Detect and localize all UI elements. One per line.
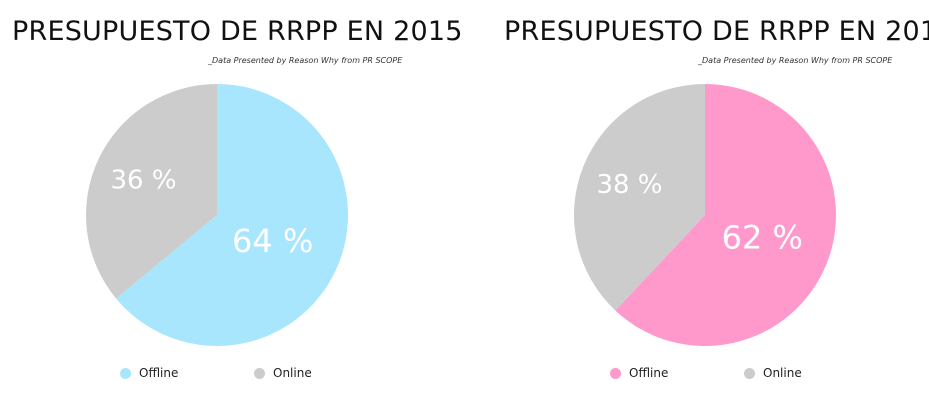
legend-label-online: Online <box>273 366 312 380</box>
chart-subtitle: _Data Presented by Reason Why from PR SC… <box>698 56 893 65</box>
slice-label-offline: 64 % <box>232 222 313 260</box>
chart-panel-2015: PRESUPUESTO DE RRPP EN 2015 _Data Presen… <box>0 0 464 404</box>
chart-panel-2017: PRESUPUESTO DE RRPP EN 2017 _Data Presen… <box>464 0 929 404</box>
pie-slice-offline[interactable] <box>116 84 348 346</box>
legend-swatch-online <box>254 367 265 379</box>
pie-chart-2017: 62 % 38 % <box>574 84 836 346</box>
legend-label-online: Online <box>763 366 802 380</box>
legend-swatch-online <box>744 367 755 379</box>
chart-title: PRESUPUESTO DE RRPP EN 2015 <box>12 16 463 47</box>
legend-swatch-offline <box>610 367 621 379</box>
legend-label-offline: Offline <box>629 366 669 380</box>
pie-slice-online[interactable] <box>86 84 218 299</box>
pie-slice-offline[interactable] <box>615 84 836 346</box>
pie-slice-online[interactable] <box>574 84 705 311</box>
slice-label-offline: 62 % <box>722 219 803 257</box>
legend-swatch-offline <box>120 367 131 379</box>
legend-item-online[interactable]: Online <box>254 366 312 380</box>
chart-subtitle: _Data Presented by Reason Why from PR SC… <box>208 56 403 65</box>
slice-label-online: 38 % <box>596 170 662 200</box>
legend-item-offline[interactable]: Offline <box>120 366 178 380</box>
legend-item-offline[interactable]: Offline <box>610 366 668 380</box>
chart-title: PRESUPUESTO DE RRPP EN 2017 <box>504 16 929 47</box>
slice-label-online: 36 % <box>110 165 176 195</box>
legend-item-online[interactable]: Online <box>744 366 802 380</box>
legend-label-offline: Offline <box>139 366 179 380</box>
pie-chart-2015: 64 % 36 % <box>86 84 348 346</box>
